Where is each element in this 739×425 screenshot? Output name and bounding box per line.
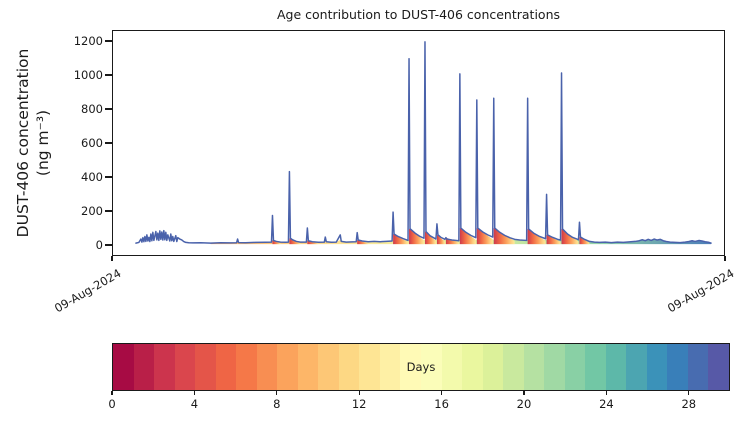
colorbar-bin-day-7 [256, 344, 278, 390]
colorbar-tick-mark [523, 391, 525, 395]
y-tick-mark [105, 40, 112, 42]
colorbar-tick-mark [605, 391, 607, 395]
colorbar-bin-day-14 [400, 344, 421, 390]
colorbar-tick-label: 8 [273, 397, 281, 411]
colorbar-bin-day-24 [605, 344, 627, 390]
colorbar-tick-label: 16 [434, 397, 449, 411]
colorbar-bin-day-29 [708, 344, 729, 390]
y-axis-label-line1: DUST-406 concentration [13, 48, 32, 238]
y-axis-label: DUST-406 concentration (ng m⁻³) [13, 49, 53, 238]
age-decay-fill [436, 234, 445, 245]
colorbar-tick-label: 28 [681, 397, 697, 411]
colorbar-bin-day-0 [113, 344, 134, 390]
plot-area [112, 30, 725, 256]
y-tick-mark [105, 142, 112, 144]
colorbar-bin-day-1 [133, 344, 155, 390]
x-tick-label-start: 09-Aug-2024 [51, 266, 123, 316]
colorbar-tick-mark [358, 391, 360, 395]
y-tick-mark [105, 210, 112, 212]
concentration-time-series [135, 41, 712, 245]
colorbar-bin-day-21 [544, 344, 565, 390]
colorbar-bin-day-26 [646, 344, 668, 390]
colorbar-bin-day-5 [215, 344, 237, 390]
colorbar-tick-mark [441, 391, 443, 395]
colorbar-bin-day-27 [667, 344, 688, 390]
age-decay-fill [476, 228, 493, 245]
colorbar-tick-mark [193, 391, 195, 395]
y-tick-label: 1000 [73, 68, 103, 82]
colorbar-bin-day-17 [462, 344, 483, 390]
x-tick-mark [724, 256, 726, 261]
y-tick-mark [105, 108, 112, 110]
y-tick-label: 800 [81, 102, 103, 116]
colorbar-tick-label: 0 [108, 397, 116, 411]
colorbar-bin-day-11 [338, 344, 360, 390]
colorbar-bin-day-28 [687, 344, 709, 390]
colorbar-bin-day-15 [420, 344, 442, 390]
colorbar-bin-day-2 [154, 344, 175, 390]
colorbar-bin-day-9 [297, 344, 319, 390]
colorbar-tick-label: 24 [599, 397, 614, 411]
colorbar-bin-day-25 [626, 344, 647, 390]
age-decay-fill [409, 228, 424, 245]
colorbar-bin-day-20 [523, 344, 545, 390]
colorbar-bin-day-13 [379, 344, 401, 390]
colorbar-bin-day-23 [585, 344, 606, 390]
y-tick-mark [105, 176, 112, 178]
y-tick-mark [105, 74, 112, 76]
colorbar-bin-day-6 [236, 344, 257, 390]
colorbar-bin-day-4 [195, 344, 216, 390]
colorbar-age-days [112, 343, 730, 391]
x-tick-label-end: 09-Aug-2024 [664, 266, 736, 316]
colorbar-bin-day-8 [277, 344, 298, 390]
colorbar-tick-mark [111, 391, 113, 395]
colorbar-tick-mark [276, 391, 278, 395]
colorbar-bin-day-22 [564, 344, 586, 390]
total-concentration-line [135, 41, 712, 244]
y-tick-label: 600 [81, 136, 103, 150]
age-decay-fill [459, 228, 476, 245]
y-tick-mark [105, 244, 112, 246]
colorbar-tick-label: 12 [351, 397, 367, 411]
y-tick-label: 0 [95, 238, 103, 252]
colorbar-bin-day-19 [503, 344, 524, 390]
y-tick-label: 1200 [73, 34, 103, 48]
x-tick-mark [111, 256, 113, 261]
colorbar-bin-day-3 [174, 344, 196, 390]
age-decay-fill [579, 237, 590, 245]
colorbar-tick-label: 20 [516, 397, 532, 411]
y-tick-label: 200 [81, 204, 103, 218]
colorbar-bin-day-10 [318, 344, 339, 390]
chart-title: Age contribution to DUST-406 concentrati… [276, 7, 561, 22]
y-tick-label: 400 [81, 170, 103, 184]
y-axis-label-line2: (ng m⁻³) [34, 109, 52, 177]
colorbar-bin-day-16 [441, 344, 463, 390]
colorbar-bin-day-18 [482, 344, 504, 390]
age-decay-fill [546, 234, 561, 245]
age-decay-fill [424, 231, 436, 245]
colorbar-tick-label: 4 [190, 397, 199, 411]
colorbar-bin-day-12 [359, 344, 380, 390]
colorbar-tick-mark [688, 391, 690, 395]
